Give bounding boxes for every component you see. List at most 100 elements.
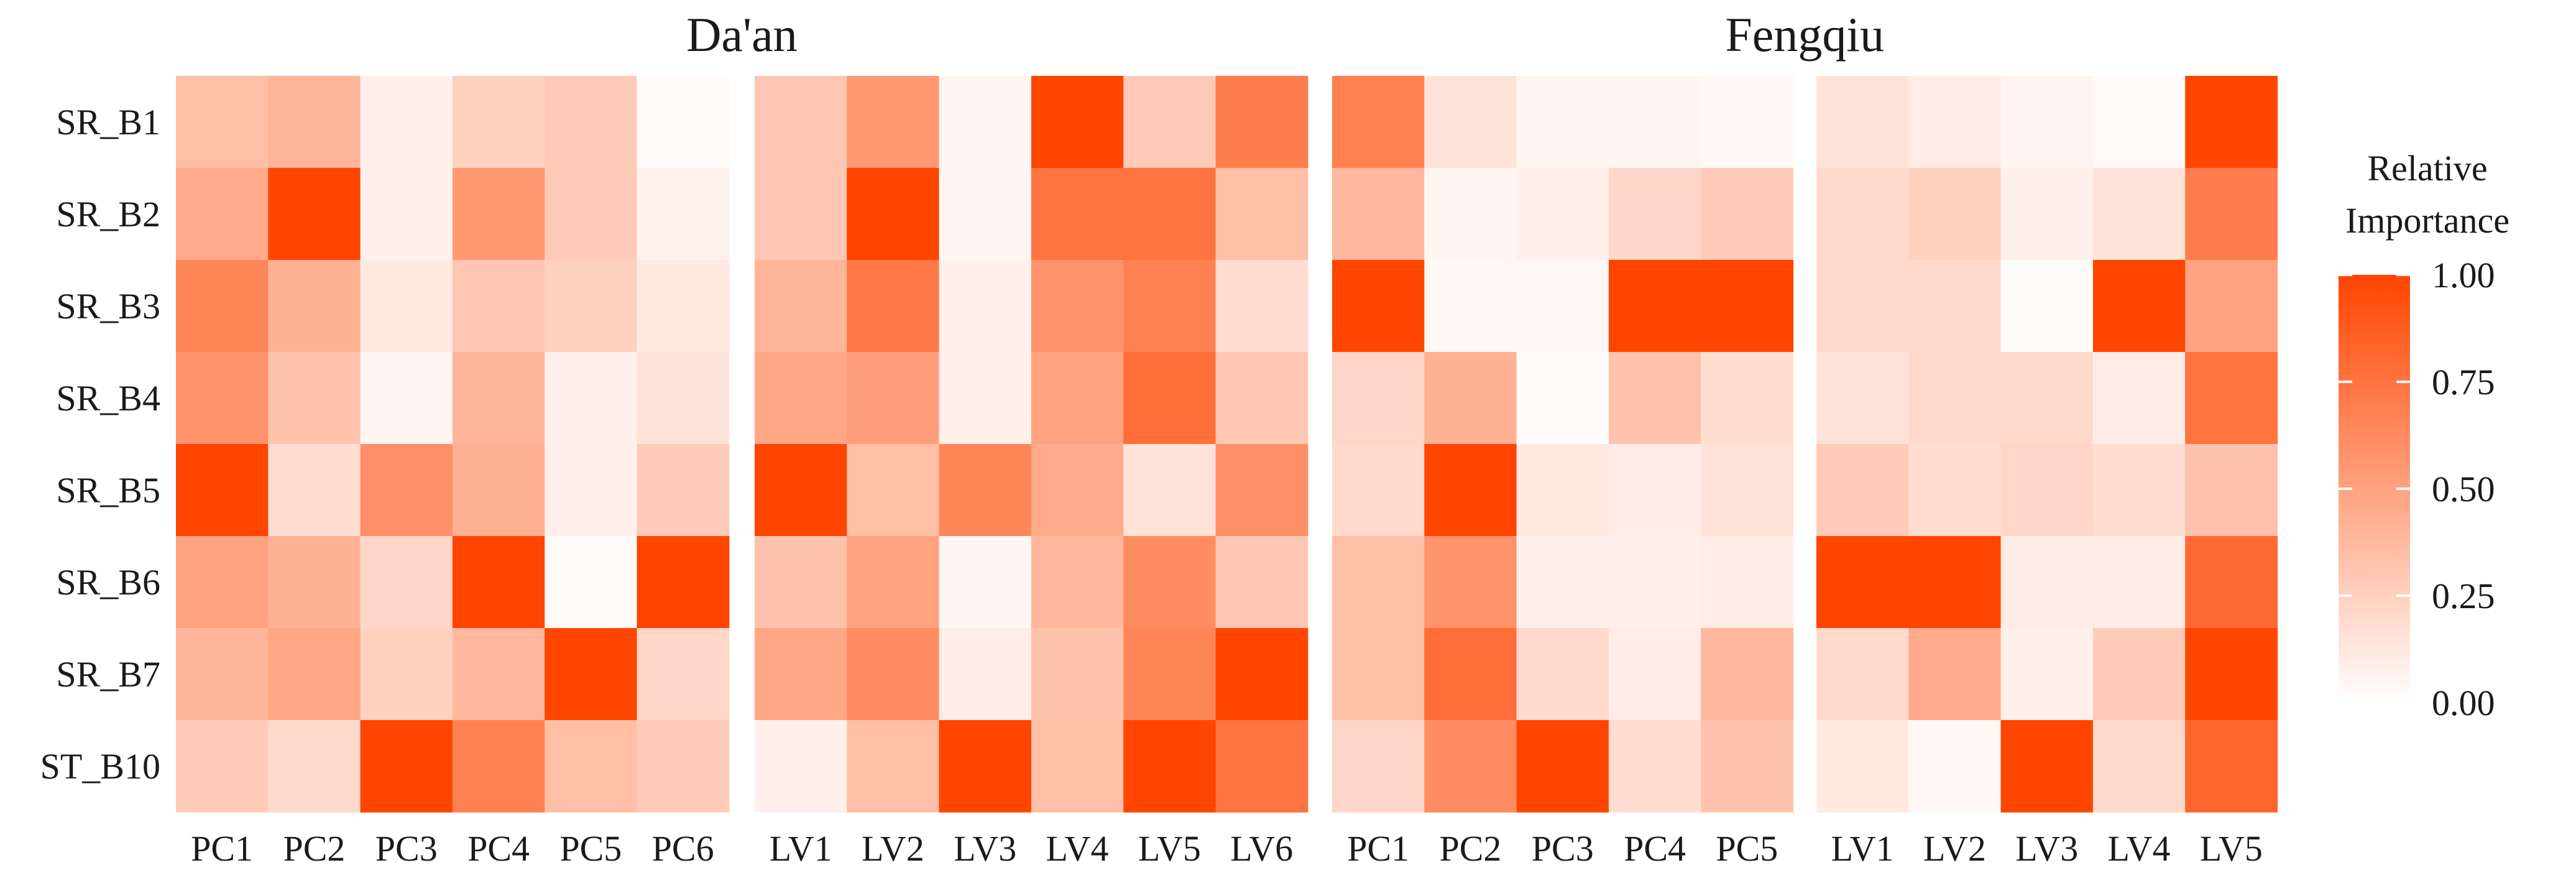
heatmap-cell xyxy=(1123,260,1217,353)
row-label: SR_B4 xyxy=(56,378,160,418)
row-label: SR_B3 xyxy=(56,286,160,326)
heatmap-cell xyxy=(452,352,545,445)
heatmap-cell xyxy=(360,720,453,813)
column-label: LV6 xyxy=(1230,828,1293,869)
heatmap-cell xyxy=(1701,536,1794,629)
heatmap-cell xyxy=(545,444,638,537)
heatmap-cell xyxy=(1816,352,1909,445)
heatmap-cell xyxy=(1332,352,1425,445)
heatmap-cell xyxy=(2092,628,2186,721)
heatmap-cell xyxy=(637,720,730,813)
group-title: Da'an xyxy=(686,7,798,62)
heatmap-cell xyxy=(1424,720,1517,813)
heatmap-cell xyxy=(2092,536,2186,629)
heatmap-cell xyxy=(1332,444,1425,537)
heatmap-cell xyxy=(939,352,1032,445)
heatmap-cell xyxy=(1215,168,1309,261)
heatmap-cell xyxy=(1215,720,1309,813)
column-label: PC4 xyxy=(467,828,530,869)
heatmap-cell xyxy=(1516,260,1609,353)
column-label: LV3 xyxy=(2015,828,2078,869)
heatmap-cell xyxy=(176,352,269,445)
heatmap-cell xyxy=(1816,628,1909,721)
heatmap-cell xyxy=(268,720,361,813)
heatmap-cell xyxy=(1608,720,1701,813)
legend-title: Relative xyxy=(2367,148,2487,188)
heatmap-cell xyxy=(939,168,1032,261)
heatmap-cell xyxy=(1424,444,1517,537)
heatmap-cell xyxy=(1031,168,1124,261)
heatmap-cell xyxy=(637,352,730,445)
heatmap-cell xyxy=(2000,628,2094,721)
heatmap-cell xyxy=(360,444,453,537)
row-label: ST_B10 xyxy=(40,746,160,787)
heatmap-cell xyxy=(1332,76,1425,169)
heatmap-cell xyxy=(2092,260,2186,353)
heatmap-cell xyxy=(268,536,361,629)
heatmap-cell xyxy=(939,76,1032,169)
column-label: LV5 xyxy=(2200,828,2263,869)
heatmap-cell xyxy=(1332,260,1425,353)
column-label: PC1 xyxy=(191,828,253,869)
heatmap-cell xyxy=(755,720,847,813)
heatmap-cell xyxy=(1031,76,1124,169)
heatmap-cell xyxy=(637,260,730,353)
heatmap-cell xyxy=(1123,536,1217,629)
heatmap-cell xyxy=(2000,76,2094,169)
heatmap-cell xyxy=(1332,720,1425,813)
heatmap-cell xyxy=(2185,628,2278,721)
heatmap-cell xyxy=(452,168,545,261)
heatmap-cell xyxy=(360,628,453,721)
heatmap-cell xyxy=(176,720,269,813)
row-label: SR_B5 xyxy=(56,470,160,511)
heatmap-cell xyxy=(1816,444,1909,537)
heatmap-cell xyxy=(176,536,269,629)
heatmap-cell xyxy=(755,444,847,537)
heatmap-cell xyxy=(2092,352,2186,445)
legend-tick-label: 0.50 xyxy=(2432,469,2495,509)
column-label: LV1 xyxy=(770,828,832,869)
heatmap-cell xyxy=(1424,260,1517,353)
heatmap-cell xyxy=(1332,536,1425,629)
heatmap-cell xyxy=(1424,168,1517,261)
heatmap-cell xyxy=(2092,168,2186,261)
row-label: SR_B7 xyxy=(56,654,160,695)
heatmap-cell xyxy=(1701,444,1794,537)
heatmap-cell xyxy=(1701,720,1794,813)
heatmap-cell xyxy=(2185,76,2278,169)
heatmap-cell xyxy=(360,352,453,445)
heatmap-cell xyxy=(2092,444,2186,537)
heatmap-cell xyxy=(847,260,940,353)
heatmap-cell xyxy=(2185,536,2278,629)
heatmap-cell xyxy=(1516,720,1609,813)
heatmap-cell xyxy=(637,628,730,721)
heatmap-cell xyxy=(2092,76,2186,169)
heatmap-cell xyxy=(755,168,847,261)
heatmap-cell xyxy=(545,168,638,261)
legend-tick-label: 0.25 xyxy=(2432,576,2495,616)
heatmap-cell xyxy=(2000,352,2094,445)
heatmap-cell xyxy=(1031,536,1124,629)
heatmap-cell xyxy=(1608,168,1701,261)
heatmap-cell xyxy=(1031,260,1124,353)
heatmap-cell xyxy=(1701,352,1794,445)
heatmap-cell xyxy=(2185,720,2278,813)
heatmap-cell xyxy=(1816,260,1909,353)
heatmap-cell xyxy=(1215,76,1309,169)
heatmap-cell xyxy=(1031,720,1124,813)
heatmap-cell xyxy=(939,444,1032,537)
heatmap-cell xyxy=(1701,628,1794,721)
heatmap-cell xyxy=(1701,168,1794,261)
heatmap-cell xyxy=(847,720,940,813)
heatmap-cell xyxy=(176,628,269,721)
heatmap-cell xyxy=(1031,444,1124,537)
heatmap-cell xyxy=(452,536,545,629)
heatmap-cell xyxy=(1908,536,2002,629)
column-label: PC3 xyxy=(375,828,438,869)
heatmap-cell xyxy=(360,260,453,353)
heatmap-cell xyxy=(268,168,361,261)
heatmap-cell xyxy=(1215,536,1309,629)
heatmap-cell xyxy=(2000,260,2094,353)
heatmap-cell xyxy=(1516,536,1609,629)
